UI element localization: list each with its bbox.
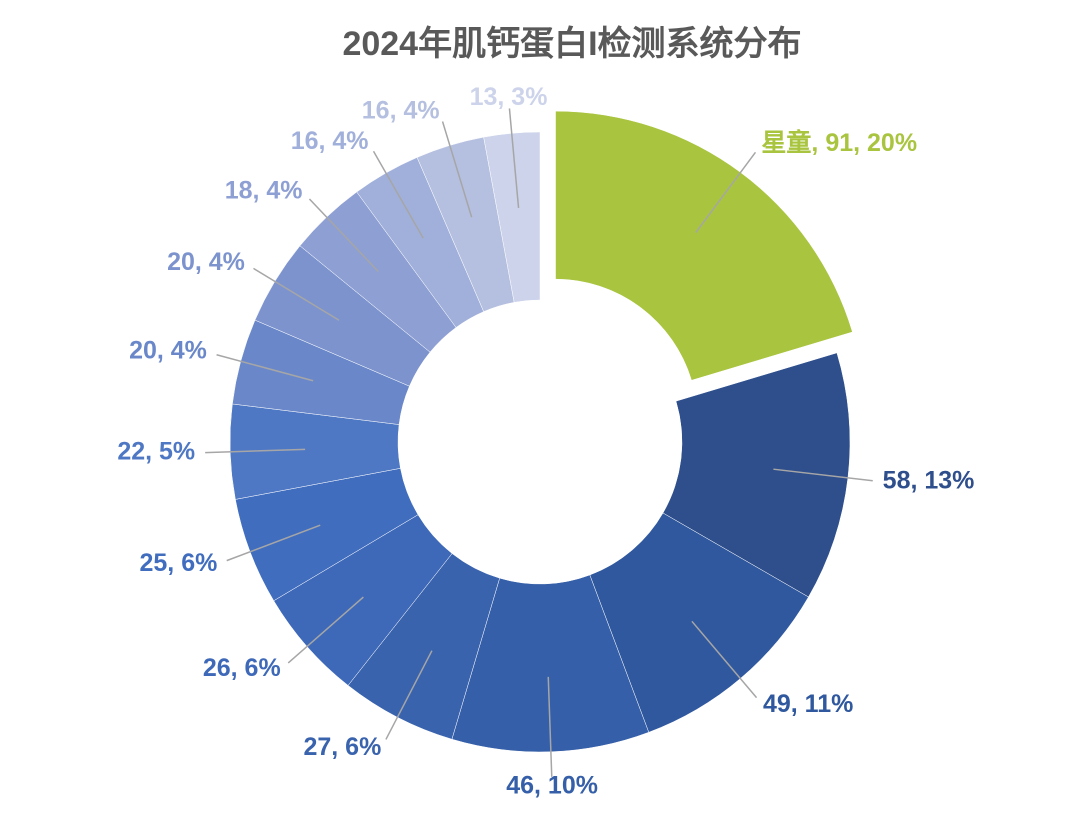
data-label: 16, 4% — [291, 127, 369, 155]
leader-line — [547, 676, 553, 777]
leader-line — [691, 620, 758, 699]
data-label: 25, 6% — [140, 549, 218, 577]
leader-line — [441, 121, 473, 218]
data-label: 58, 13% — [883, 467, 975, 495]
data-label: 49, 11% — [763, 690, 853, 718]
leader-line — [372, 150, 424, 239]
data-label: 18, 4% — [225, 176, 303, 204]
leader-line — [385, 650, 433, 740]
data-label: 27, 6% — [303, 733, 381, 761]
leader-line — [695, 151, 757, 234]
slice — [555, 110, 853, 381]
leader-line — [216, 354, 314, 382]
leader-line — [253, 267, 340, 321]
data-label: 26, 6% — [203, 654, 281, 682]
leader-line — [205, 448, 306, 454]
data-label: 13, 3% — [470, 83, 548, 111]
data-label: 星童, 91, 20% — [761, 128, 917, 157]
leader-line — [773, 468, 873, 482]
data-label: 46, 10% — [506, 771, 598, 799]
data-label: 20, 4% — [167, 248, 245, 276]
data-label: 20, 4% — [129, 337, 207, 365]
leader-line — [508, 108, 520, 209]
slice — [662, 352, 851, 598]
chart-title: 2024年肌钙蛋白I检测系统分布 — [342, 24, 801, 63]
leader-line — [308, 198, 379, 273]
data-label: 22, 5% — [117, 438, 195, 466]
leader-line — [226, 524, 321, 562]
slice — [589, 512, 809, 733]
data-label: 16, 4% — [362, 97, 440, 125]
leader-line — [287, 596, 364, 664]
slice — [483, 131, 541, 303]
